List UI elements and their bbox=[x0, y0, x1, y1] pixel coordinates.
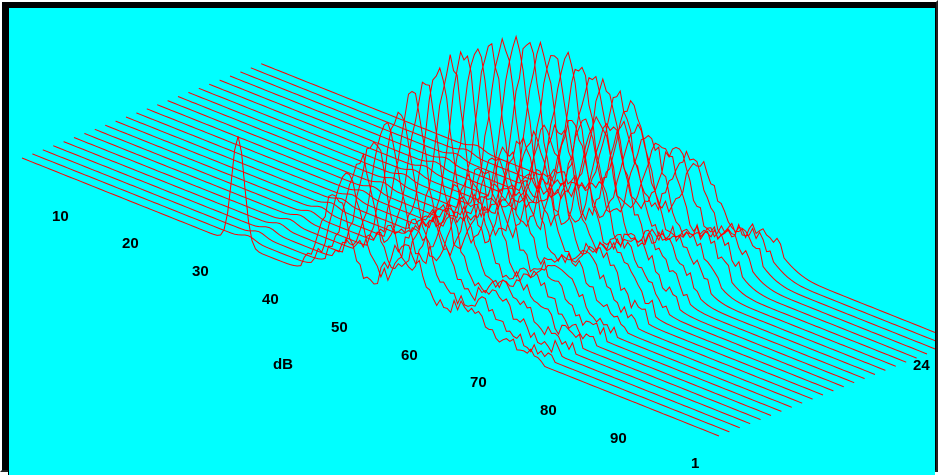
x-tick-label-30: 30 bbox=[192, 263, 209, 280]
waterfall-trace-14 bbox=[157, 36, 855, 384]
waterfall-trace-21 bbox=[229, 75, 928, 355]
waterfall-trace-2 bbox=[32, 153, 730, 433]
waterfall-trace-4 bbox=[53, 141, 751, 425]
waterfall-trace-6 bbox=[73, 111, 772, 416]
waterfall-trace-10 bbox=[115, 54, 813, 400]
waterfall-trace-15 bbox=[167, 34, 865, 380]
x-tick-label-40: 40 bbox=[262, 291, 279, 308]
waterfall-trace-9 bbox=[105, 66, 803, 404]
x-tick-label-80: 80 bbox=[540, 402, 557, 419]
waterfall-trace-24 bbox=[261, 63, 935, 334]
y-tick-label-24: 24 bbox=[913, 357, 930, 374]
waterfall-trace-19 bbox=[209, 51, 907, 363]
waterfall-trace-17 bbox=[188, 40, 886, 371]
waterfall-trace-11 bbox=[125, 50, 824, 396]
x-axis-label: dB bbox=[273, 356, 293, 373]
waterfall-trace-12 bbox=[136, 47, 834, 392]
waterfall-trace-20 bbox=[219, 66, 917, 359]
waterfall-trace-23 bbox=[250, 67, 935, 342]
waterfall-trace-3 bbox=[42, 149, 740, 429]
waterfall-trace-22 bbox=[240, 71, 935, 350]
waterfall-trace-16 bbox=[177, 41, 876, 375]
waterfall-trace-18 bbox=[198, 54, 896, 367]
waterfall-svg bbox=[21, 34, 935, 437]
waterfall-plot-area: 10 20 30 40 50 60 70 80 90 dB 1 24 bbox=[8, 7, 935, 475]
x-tick-label-20: 20 bbox=[122, 235, 139, 252]
x-tick-label-90: 90 bbox=[610, 430, 627, 447]
waterfall-trace-7 bbox=[84, 90, 782, 412]
x-tick-label-50: 50 bbox=[331, 319, 348, 336]
x-tick-label-70: 70 bbox=[470, 374, 487, 391]
waterfall-trace-1 bbox=[21, 136, 720, 437]
x-tick-label-10: 10 bbox=[52, 208, 69, 225]
waterfall-trace-8 bbox=[94, 81, 792, 408]
waterfall-trace-5 bbox=[63, 121, 761, 421]
x-tick-label-60: 60 bbox=[401, 347, 418, 364]
y-tick-label-1: 1 bbox=[691, 455, 700, 472]
